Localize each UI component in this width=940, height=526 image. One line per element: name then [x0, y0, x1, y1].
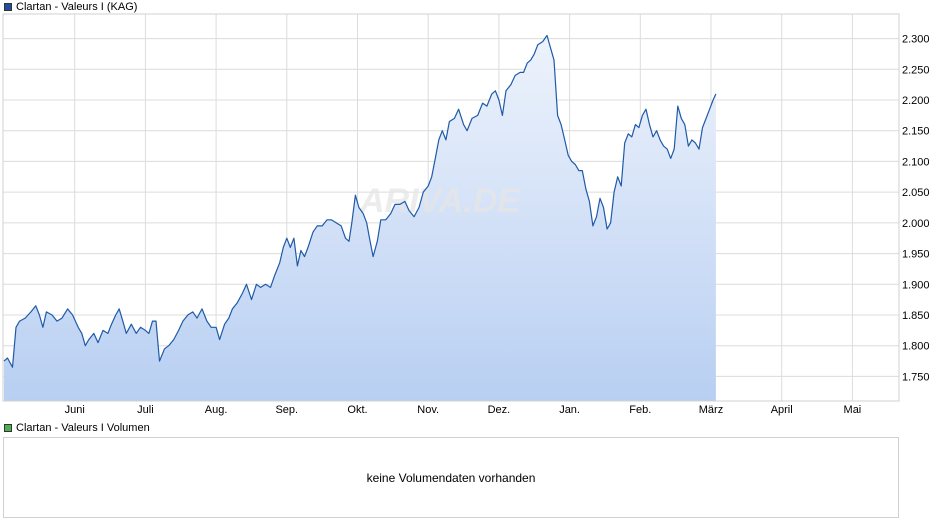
x-tick-label: Aug.: [205, 404, 228, 416]
watermark: ARIVA.DE: [359, 182, 521, 220]
y-tick-label: 1.950: [902, 249, 930, 261]
volume-empty-message: keine Volumendaten vorhanden: [366, 471, 536, 485]
x-tick-label: Nov.: [417, 404, 439, 416]
x-tick-label: Okt.: [347, 404, 367, 416]
legend-volume-label: Clartan - Valeurs I Volumen: [16, 421, 150, 434]
legend-volume-swatch: [4, 423, 12, 432]
legend-price-label: Clartan - Valeurs I (KAG): [16, 0, 138, 13]
price-line-layer: [3, 34, 717, 368]
y-tick-label: 2.200: [902, 95, 930, 107]
y-tick-label: 1.850: [902, 310, 930, 322]
price-area: [4, 35, 716, 401]
x-tick-label: Juli: [137, 404, 154, 416]
legend-volume: Clartan - Valeurs I Volumen: [4, 421, 150, 434]
x-tick-label: Jan.: [559, 404, 580, 416]
x-tick-label: April: [771, 404, 793, 416]
y-tick-label: 1.900: [902, 279, 930, 291]
y-tick-label: 2.100: [902, 156, 930, 168]
y-tick-label: 1.800: [902, 341, 930, 353]
x-tick-label: Feb.: [629, 404, 651, 416]
y-tick-label: 1.750: [902, 371, 930, 383]
x-tick-label: Sep.: [275, 404, 298, 416]
volume-panel: keine Volumendaten vorhanden: [3, 437, 899, 518]
y-tick-label: 2.000: [902, 218, 930, 230]
price-line: [3, 34, 717, 368]
y-tick-label: 2.250: [902, 64, 930, 76]
price-area-layer: [4, 35, 716, 401]
y-axis-labels: 2.300 2.250 2.200 2.150 2.100 2.050 2.000 1.950…: [902, 34, 930, 384]
x-tick-label: Mai: [844, 404, 862, 416]
legend-price-swatch: [4, 2, 12, 11]
y-tick-label: 2.300: [902, 34, 930, 46]
plot-border: [2, 13, 900, 402]
y-tick-label: 2.050: [902, 187, 930, 199]
x-tick-label: Dez.: [488, 404, 511, 416]
y-tick-label: 2.150: [902, 126, 930, 138]
legend-price: Clartan - Valeurs I (KAG): [4, 0, 137, 13]
x-tick-label: Juni: [65, 404, 85, 416]
x-tick-label: März: [699, 404, 723, 416]
x-axis-labels: Juni Juli Aug. Sep. Okt. Nov. Dez. Jan. Feb. März…: [65, 404, 862, 416]
